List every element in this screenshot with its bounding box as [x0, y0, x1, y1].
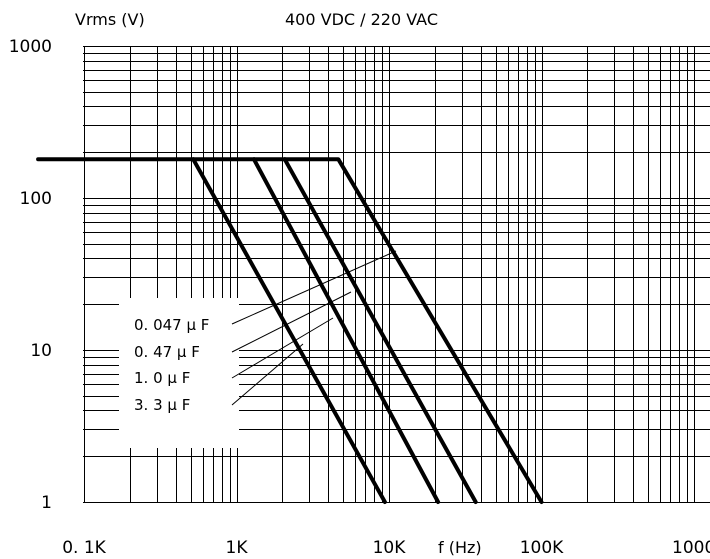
x-tick-label: 10K [373, 538, 407, 558]
y-tick-label: 1000 [9, 37, 52, 57]
x-tick-label: 1K [226, 538, 249, 558]
series-line [191, 157, 387, 504]
legend-label: 0. 047 μ F [134, 316, 209, 334]
chart-title: 400 VDC / 220 VAC [285, 10, 438, 29]
chart-legend: 0. 047 μ F 0. 47 μ F 1. 0 μ F 3. 3 μ F [134, 316, 209, 414]
chart-series [36, 157, 544, 504]
legend-label: 3. 3 μ F [134, 396, 190, 414]
axis-tick-labels: 1 10 100 1000 0. 1K 1K 10K 100K 1000K [9, 37, 710, 558]
legend-label: 1. 0 μ F [134, 369, 190, 387]
legend-background [119, 298, 239, 448]
x-tick-label: 1000K [672, 538, 710, 558]
x-axis-title: f (Hz) [438, 538, 482, 557]
y-tick-label: 100 [20, 189, 52, 209]
y-axis-title: Vrms (V) [75, 10, 145, 29]
x-tick-label: 100K [520, 538, 564, 558]
series-line [282, 157, 478, 504]
y-tick-label: 1 [41, 493, 52, 513]
legend-leader-line [231, 317, 334, 379]
series-line [36, 157, 544, 504]
legend-label: 0. 47 μ F [134, 343, 200, 361]
x-tick-label: 0. 1K [62, 538, 106, 558]
legend-leader-line [231, 343, 304, 406]
y-tick-label: 10 [30, 341, 52, 361]
legend-leader-line [231, 250, 397, 325]
series-line [251, 157, 441, 504]
